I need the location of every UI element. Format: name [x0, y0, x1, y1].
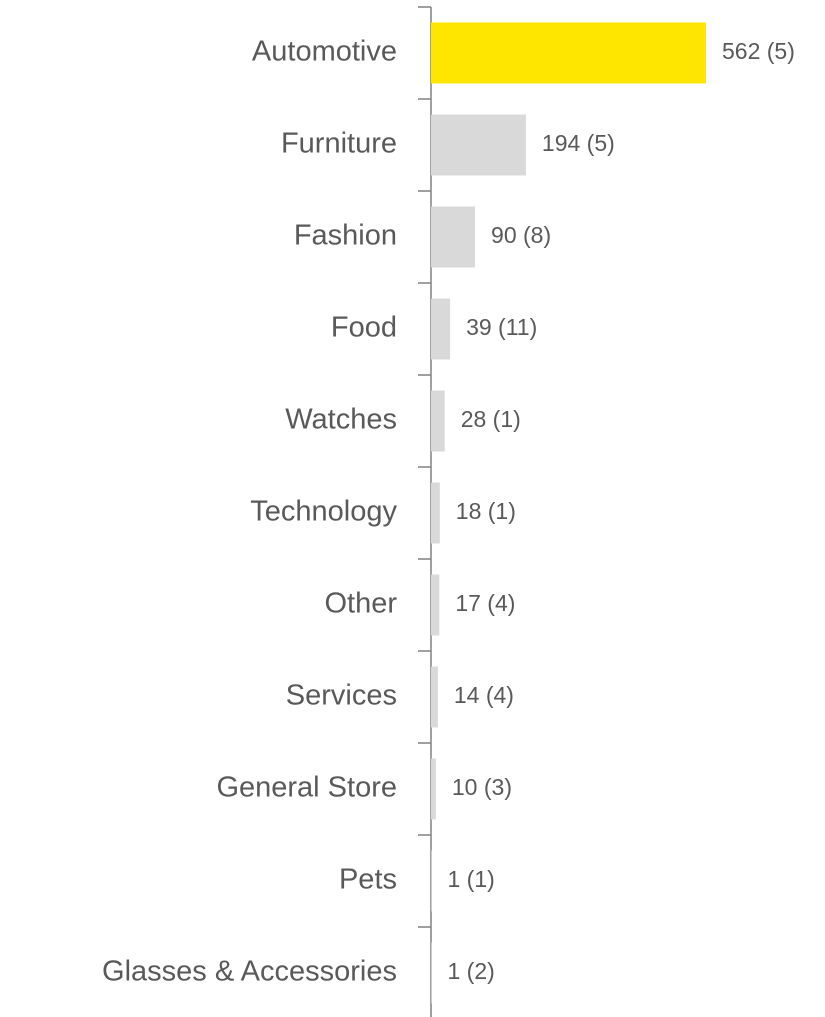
bar [431, 22, 706, 84]
value-label: 562 (5) [722, 38, 795, 64]
category-label: Technology [250, 496, 397, 528]
value-label: 14 (4) [454, 682, 514, 708]
bar [431, 482, 440, 544]
value-label: 194 (5) [542, 130, 615, 156]
bar [431, 114, 526, 176]
value-label: 18 (1) [456, 498, 516, 524]
value-label: 1 (1) [447, 866, 494, 892]
value-label: 90 (8) [491, 222, 551, 248]
category-label: Furniture [281, 128, 397, 160]
category-label: Pets [339, 864, 397, 896]
category-label: Glasses & Accessories [102, 956, 397, 988]
category-label: Services [286, 680, 397, 712]
category-label: Watches [285, 404, 397, 436]
value-label: 28 (1) [461, 406, 521, 432]
bar [431, 574, 440, 636]
bar [431, 390, 445, 452]
value-label: 1 (2) [447, 958, 494, 984]
value-label: 17 (4) [455, 590, 515, 616]
value-label: 10 (3) [452, 774, 512, 800]
bar [431, 298, 451, 360]
bar [431, 666, 438, 728]
bar [431, 206, 476, 268]
category-label: Other [324, 588, 397, 620]
category-label: Food [331, 312, 397, 344]
category-label: General Store [216, 772, 397, 804]
category-label: Fashion [294, 220, 397, 252]
bar [431, 758, 436, 820]
value-label: 39 (11) [466, 314, 537, 340]
category-label: Automotive [252, 36, 397, 68]
